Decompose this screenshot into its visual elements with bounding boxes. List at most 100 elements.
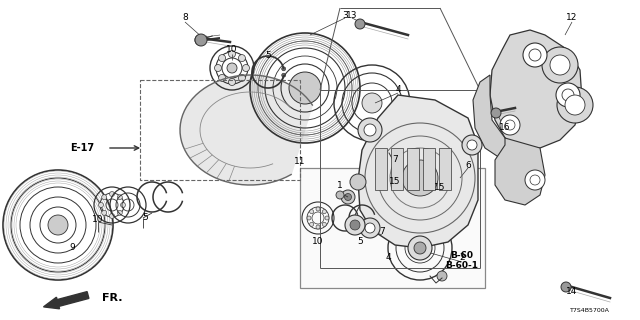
- Bar: [300, 168, 485, 288]
- Circle shape: [420, 185, 436, 201]
- Circle shape: [362, 93, 382, 113]
- Text: 8: 8: [182, 13, 188, 22]
- Circle shape: [325, 216, 329, 220]
- Circle shape: [397, 137, 409, 149]
- Text: E-17: E-17: [70, 143, 94, 153]
- Text: 15: 15: [435, 183, 445, 193]
- Circle shape: [360, 218, 380, 238]
- Bar: [423, 148, 435, 190]
- Polygon shape: [495, 138, 545, 205]
- Circle shape: [413, 241, 427, 255]
- Circle shape: [117, 210, 122, 215]
- Circle shape: [219, 55, 226, 62]
- Text: 6: 6: [465, 161, 471, 170]
- Circle shape: [228, 51, 236, 58]
- Circle shape: [401, 189, 409, 197]
- Bar: [391, 148, 403, 190]
- Circle shape: [238, 74, 245, 81]
- Circle shape: [350, 174, 366, 190]
- Text: 10: 10: [92, 215, 104, 225]
- Circle shape: [316, 207, 320, 211]
- Circle shape: [358, 118, 382, 142]
- Circle shape: [48, 215, 68, 235]
- Text: B-60: B-60: [451, 251, 474, 260]
- Text: 10: 10: [312, 237, 324, 246]
- Text: 5: 5: [142, 213, 148, 222]
- Text: 11: 11: [294, 157, 306, 166]
- Text: 4: 4: [385, 253, 391, 262]
- Text: 2: 2: [459, 253, 465, 262]
- Circle shape: [307, 216, 311, 220]
- Circle shape: [341, 190, 355, 204]
- Circle shape: [198, 37, 202, 43]
- Circle shape: [350, 220, 360, 230]
- Circle shape: [99, 203, 104, 207]
- Circle shape: [400, 140, 406, 146]
- Text: 1: 1: [337, 180, 343, 189]
- Circle shape: [550, 55, 570, 75]
- Bar: [407, 148, 419, 190]
- Circle shape: [500, 115, 520, 135]
- Text: 14: 14: [566, 287, 578, 297]
- Text: 4: 4: [395, 85, 401, 94]
- Circle shape: [557, 87, 593, 123]
- Circle shape: [525, 170, 545, 190]
- Circle shape: [523, 43, 547, 67]
- Polygon shape: [473, 75, 520, 160]
- Circle shape: [282, 73, 285, 77]
- Circle shape: [289, 72, 321, 104]
- FancyArrow shape: [44, 292, 89, 309]
- Circle shape: [344, 194, 351, 201]
- Circle shape: [462, 135, 482, 155]
- Circle shape: [195, 34, 207, 46]
- Circle shape: [365, 223, 375, 233]
- Text: 9: 9: [69, 244, 75, 252]
- Circle shape: [556, 83, 580, 107]
- Circle shape: [109, 191, 115, 196]
- Text: 15: 15: [389, 178, 401, 187]
- Circle shape: [120, 203, 125, 207]
- Circle shape: [364, 124, 376, 136]
- Text: 7: 7: [379, 228, 385, 236]
- Circle shape: [219, 74, 226, 81]
- Circle shape: [310, 210, 314, 214]
- Circle shape: [102, 210, 107, 215]
- Text: 3: 3: [342, 11, 348, 20]
- Circle shape: [228, 78, 236, 85]
- Circle shape: [102, 195, 107, 200]
- Circle shape: [214, 65, 221, 71]
- Text: FR.: FR.: [102, 293, 122, 303]
- Circle shape: [491, 108, 501, 118]
- Text: 12: 12: [566, 13, 578, 22]
- Circle shape: [336, 191, 344, 199]
- Circle shape: [542, 47, 578, 83]
- Circle shape: [355, 19, 365, 29]
- Polygon shape: [180, 75, 312, 185]
- Circle shape: [195, 35, 205, 45]
- Text: 7: 7: [392, 156, 398, 164]
- Circle shape: [561, 282, 571, 292]
- Text: T7S4B5700A: T7S4B5700A: [570, 308, 610, 313]
- Bar: [375, 148, 387, 190]
- Circle shape: [316, 225, 320, 229]
- Text: 13: 13: [346, 11, 358, 20]
- Circle shape: [408, 236, 432, 260]
- Circle shape: [345, 215, 365, 235]
- Text: 16: 16: [499, 124, 511, 132]
- Text: 5: 5: [357, 237, 363, 246]
- Polygon shape: [490, 30, 582, 148]
- Circle shape: [117, 195, 122, 200]
- Circle shape: [323, 210, 326, 214]
- Bar: [140, 80, 300, 180]
- Circle shape: [414, 242, 426, 254]
- Text: 10: 10: [227, 45, 237, 54]
- Bar: [439, 148, 451, 190]
- Circle shape: [402, 160, 438, 196]
- Circle shape: [282, 67, 285, 71]
- Circle shape: [310, 222, 314, 226]
- Circle shape: [424, 189, 432, 197]
- Circle shape: [565, 95, 585, 115]
- Circle shape: [467, 140, 477, 150]
- Circle shape: [109, 213, 115, 219]
- Circle shape: [397, 185, 413, 201]
